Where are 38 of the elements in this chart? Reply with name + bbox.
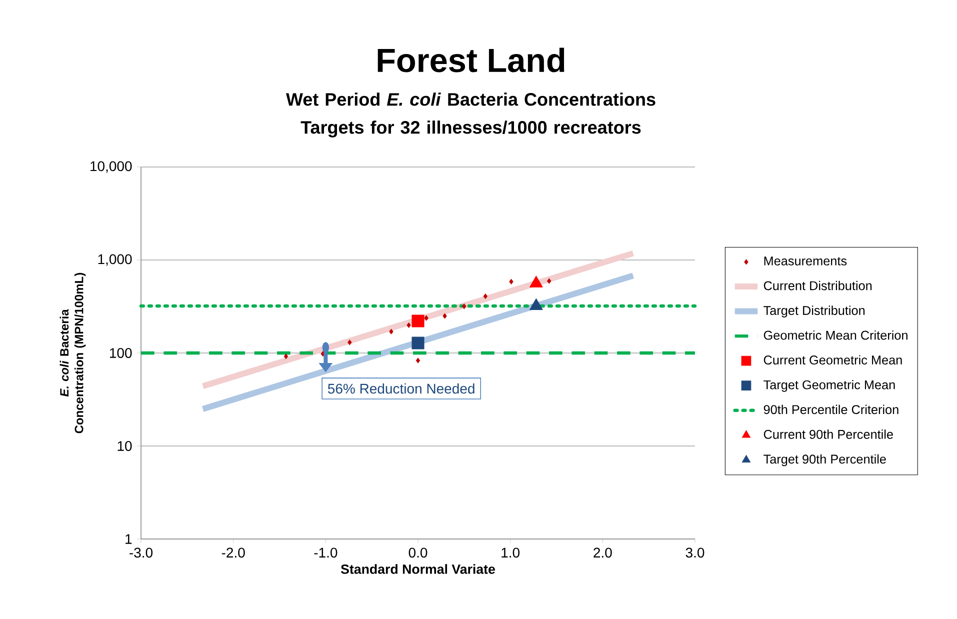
annotation: 56% Reduction Needed (328, 383, 474, 394)
x-tick-label: -1.0 (314, 548, 338, 558)
point (483, 294, 488, 299)
y-tick-label: 10,000 (90, 161, 132, 173)
chart-subtitle: Wet Period E. coli Bacteria Concentrations Targets for 32 illnesses/1000 recreators (286, 92, 656, 138)
point (442, 313, 447, 319)
legend-label: Current 90th Percentile (764, 430, 893, 439)
y-tick-label: 10 (118, 441, 132, 451)
legend-label: Target Geometric Mean (764, 380, 895, 392)
legend-label: Measurements (764, 256, 847, 266)
legend-label: Geometric Mean Criterion (764, 330, 908, 340)
y-tick-label: 1,000 (98, 254, 132, 266)
legend-label: Current Distribution (764, 280, 872, 290)
point (547, 278, 552, 284)
x-tick-label: 3.0 (686, 548, 704, 558)
x-tick-label: -2.0 (222, 548, 245, 558)
point (412, 314, 424, 328)
point (348, 340, 352, 346)
x-axis-title: Standard Normal Variate (340, 564, 495, 574)
point (424, 315, 428, 321)
y-tick-label: 1 (126, 534, 132, 544)
point (389, 328, 394, 334)
point (416, 358, 420, 364)
x-tick-label: 0.0 (408, 548, 428, 558)
point (412, 336, 424, 350)
x-tick-label: -3.0 (130, 548, 153, 558)
x-tick-label: 2.0 (594, 548, 612, 558)
point (509, 278, 514, 284)
x-tick-label: 1.0 (502, 548, 520, 558)
point (406, 322, 411, 328)
y-tick-label: 100 (110, 348, 132, 358)
point (462, 304, 466, 309)
legend-label: Target 90th Percentile (764, 454, 886, 466)
legend-label: 90th Percentile Criterion (764, 404, 898, 414)
chart-title: Forest Land (378, 48, 564, 72)
legend-label: Current Geometric Mean (764, 355, 902, 365)
legend-label: Target Distribution (764, 306, 865, 318)
point (284, 354, 288, 360)
